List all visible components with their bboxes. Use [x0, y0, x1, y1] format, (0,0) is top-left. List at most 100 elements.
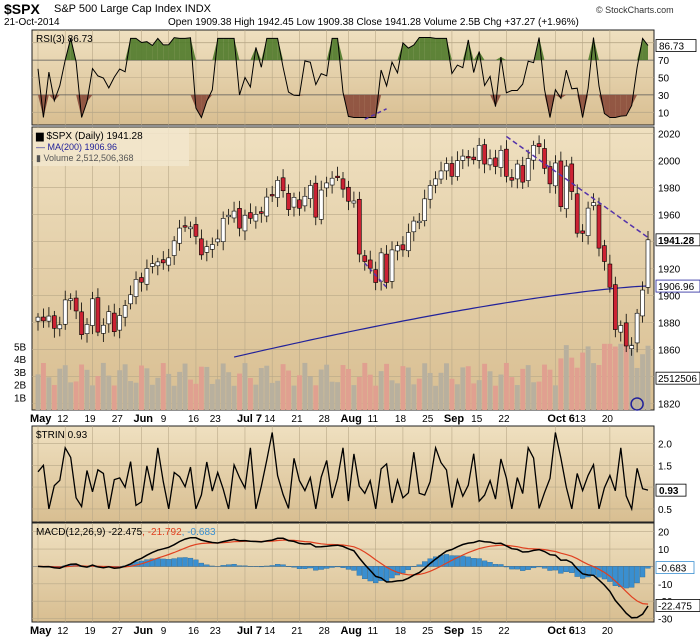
macd-hist-bar: [634, 566, 640, 584]
volume-tick: 4B: [14, 355, 27, 366]
macd-hist-bar: [498, 564, 504, 567]
candle-body: [645, 239, 651, 288]
close-tag-text: 1941.28: [658, 236, 695, 247]
x-axis-label-bottom: 25: [422, 626, 434, 637]
price-tick: 1960: [658, 211, 681, 222]
macd-hist-bar: [307, 566, 313, 569]
macd-hist-bar: [269, 565, 275, 567]
macd-hist-bar: [454, 555, 460, 567]
macd-hist-bar: [226, 564, 232, 567]
rsi-oversold-fill: [577, 94, 583, 118]
ohlc-summary: Open 1909.38 High 1942.45 Low 1909.38 Cl…: [168, 17, 579, 28]
candle-body: [111, 312, 117, 333]
volume-bar: [324, 364, 330, 410]
macd-hist-bar: [552, 566, 559, 571]
x-axis-label-bottom: Aug: [340, 625, 361, 637]
candle-body: [362, 255, 368, 262]
x-axis-label-bottom: 19: [84, 626, 96, 637]
rsi-overbought-fill: [228, 38, 235, 61]
x-axis-label: 22: [498, 414, 510, 425]
candle-body: [487, 158, 493, 166]
rsi-oversold-fill: [81, 94, 88, 118]
rsi-oversold-fill: [609, 94, 616, 118]
x-axis-label: 12: [57, 414, 69, 425]
volume-bar: [117, 370, 123, 410]
volume-bar: [133, 382, 139, 410]
trin-line: [37, 432, 649, 512]
volume-bar: [596, 364, 602, 410]
rsi-oversold-fill: [582, 94, 589, 118]
volume-bar: [100, 362, 106, 410]
x-axis-label-bottom: 11: [368, 626, 379, 637]
candle-body: [150, 263, 155, 267]
volume-bar: [220, 363, 226, 410]
rsi-oversold-fill: [364, 94, 371, 118]
rsi-oversold-fill: [626, 94, 632, 116]
rsi-overbought-fill: [326, 38, 333, 61]
trin-panel: [31, 425, 655, 523]
macd-hist-bar: [220, 565, 226, 567]
x-axis-label: Oct 6: [547, 413, 575, 425]
rsi-overbought-fill: [136, 38, 142, 61]
candle-body: [357, 198, 362, 255]
rsi-oversold-fill: [206, 94, 213, 102]
macd-hist-bar: [465, 556, 471, 567]
macd-hist-bar: [149, 558, 155, 567]
candle-body: [84, 324, 90, 334]
volume-bar: [84, 369, 90, 410]
candle-body: [209, 244, 215, 250]
rsi-tick: 10: [658, 108, 670, 119]
volume-bar: [57, 368, 63, 410]
candle-body: [542, 148, 547, 169]
price-tick: 1900: [658, 291, 681, 302]
volume-bar: [471, 383, 477, 410]
candle-body: [291, 197, 297, 208]
volume-bar: [433, 385, 439, 410]
volume-bar: [291, 385, 297, 410]
volume-bar: [449, 378, 455, 410]
volume-bar: [51, 384, 57, 410]
volume-label: ▮ Volume 2,512,506,368: [36, 153, 134, 163]
volume-bar: [188, 379, 193, 410]
index-name: S&P 500 Large Cap Index INDX: [54, 3, 211, 15]
volume-bar: [411, 384, 417, 410]
candle-body: [395, 245, 400, 252]
x-axis-label: 16: [188, 414, 200, 425]
macd-hist-bar: [177, 557, 183, 567]
macd-hist-bar: [422, 561, 428, 567]
trendline-aug: [364, 262, 388, 288]
macd-hist-bar: [514, 566, 520, 570]
candle-body: [335, 175, 340, 178]
volume-bar: [476, 380, 482, 410]
candle-body: [384, 253, 389, 283]
macd-hist-bar: [536, 566, 542, 568]
candle-body: [340, 178, 346, 190]
volume-bar: [569, 357, 575, 410]
volume-bar: [204, 366, 210, 410]
candle-body: [514, 163, 520, 180]
candle-body: [106, 311, 112, 325]
macd-hist-bar: [482, 560, 488, 567]
volume-bar: [79, 364, 85, 410]
rsi-overbought-fill: [441, 38, 447, 61]
x-axis-label-bottom: 20: [602, 626, 614, 637]
x-axis-label-bottom: 27: [112, 626, 124, 637]
candle-body: [264, 196, 270, 217]
candle-body: [558, 160, 564, 207]
candle-body: [133, 279, 139, 297]
volume-bar: [612, 346, 618, 410]
macd-hist-bar: [362, 566, 368, 580]
candle-body: [482, 144, 487, 165]
x-axis-label: Aug: [340, 413, 361, 425]
rsi-oversold-fill: [620, 94, 627, 117]
volume-bar: [215, 379, 221, 410]
candle-body: [520, 165, 526, 183]
volume-bar: [46, 377, 52, 410]
price-tick: 1980: [658, 184, 681, 195]
macd-hist-bar: [509, 566, 515, 570]
volume-spike-circle: [630, 397, 644, 411]
volume-bar: [171, 385, 177, 410]
candle-body: [231, 210, 237, 219]
volume-tick: 1B: [14, 393, 27, 404]
